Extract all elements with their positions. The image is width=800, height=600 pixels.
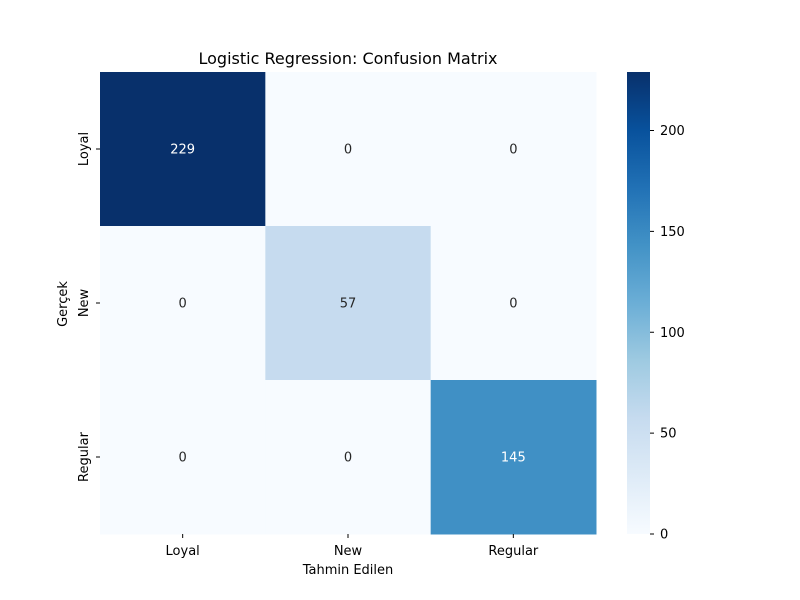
colorbar-tick-label: 0 [660, 528, 668, 543]
x-tick-label: Regular [488, 544, 539, 559]
x-tick-label: New [334, 544, 363, 559]
chart-title: Logistic Regression: Confusion Matrix [199, 49, 498, 68]
y-tick-label: Regular [77, 431, 92, 482]
colorbar-tick-label: 150 [660, 225, 685, 240]
colorbar-tick-label: 50 [660, 427, 677, 442]
heatmap-cell [265, 72, 432, 227]
x-axis-label: Tahmin Edilen [302, 563, 394, 578]
heatmap-cells [100, 72, 597, 535]
x-axis: Loyal New Regular [166, 534, 539, 559]
colorbar [627, 72, 650, 534]
cell-value-label: 0 [344, 451, 352, 466]
colorbar-tick-label: 200 [660, 124, 685, 139]
y-tick-label: Loyal [77, 132, 92, 166]
heatmap-cell [100, 72, 266, 227]
cell-value-label: 0 [509, 143, 517, 158]
heatmap-cell-labels: 229 0 0 0 57 0 0 0 145 [170, 143, 525, 466]
heatmap-cell [430, 226, 597, 381]
cell-value-label: 57 [340, 297, 357, 312]
heatmap-cell [100, 226, 266, 381]
cell-value-label: 145 [501, 451, 526, 466]
cell-value-label: 0 [344, 143, 352, 158]
colorbar-ticks: 0 50 100 150 200 [650, 124, 685, 543]
heatmap-cell [100, 380, 266, 535]
cell-value-label: 0 [509, 297, 517, 312]
cell-value-label: 229 [170, 143, 195, 158]
y-axis-label: Gerçek [56, 281, 71, 327]
colorbar-tick-label: 100 [660, 326, 685, 341]
heatmap-cell [265, 226, 432, 381]
heatmap-cell [430, 380, 597, 535]
cell-value-label: 0 [179, 297, 187, 312]
x-tick-label: Loyal [166, 544, 200, 559]
y-tick-label: New [77, 288, 92, 317]
heatmap-cell [265, 380, 432, 535]
y-axis: Loyal New Regular [77, 132, 100, 482]
cell-value-label: 0 [179, 451, 187, 466]
heatmap-cell [430, 72, 597, 227]
